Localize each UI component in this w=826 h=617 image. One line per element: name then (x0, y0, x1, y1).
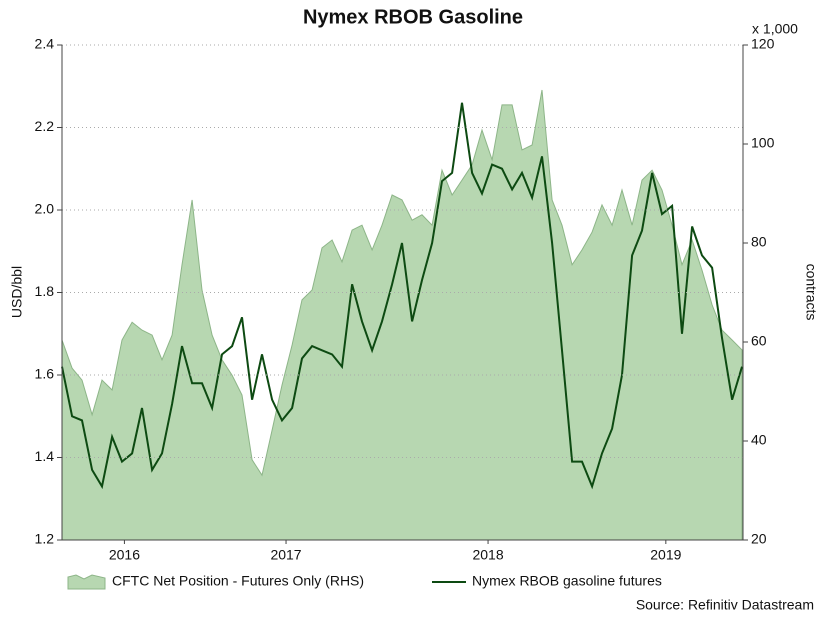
y-tick-label: 1.6 (35, 366, 55, 382)
legend-swatch (67, 574, 106, 590)
legend-label: CFTC Net Position - Futures Only (RHS) (112, 573, 364, 589)
y-tick-label: 1.8 (35, 283, 55, 299)
chart-title: Nymex RBOB Gasoline (303, 6, 523, 28)
y-tick-label: 2.0 (35, 201, 55, 217)
y2-tick-label: 60 (751, 333, 767, 349)
y2-tick-label: 100 (751, 135, 775, 151)
y2-tick-label: 20 (751, 531, 767, 547)
y-tick-label: 1.4 (35, 448, 55, 464)
y2-tick-label: 120 (751, 36, 775, 52)
y-tick-label: 2.2 (35, 118, 55, 134)
line (61, 102, 743, 490)
area (61, 89, 743, 541)
y2-axis-label: contracts (803, 264, 819, 321)
x-tick-label: 2017 (270, 547, 301, 563)
y-tick-label: 1.2 (35, 531, 55, 547)
x-tick-label: 2016 (109, 547, 140, 563)
x-tick-label: 2018 (472, 547, 503, 563)
y-tick-label: 2.4 (35, 36, 55, 52)
x-tick-label: 2019 (650, 547, 681, 563)
source: Source: Refinitiv Datastream (636, 597, 814, 613)
y2-tick-label: 80 (751, 234, 767, 250)
legend-label: Nymex RBOB gasoline futures (472, 573, 662, 589)
y-axis-label: USD/bbl (9, 266, 25, 318)
y2-tick-label: 40 (751, 432, 767, 448)
y2-unit: x 1,000 (752, 21, 798, 37)
